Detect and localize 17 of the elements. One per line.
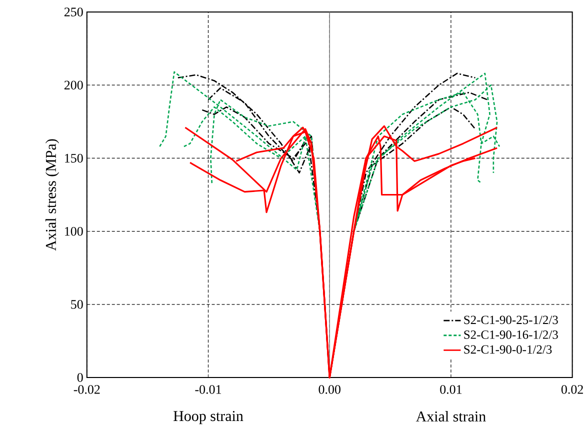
text: Axial strain xyxy=(416,410,486,422)
y-tick-label: 150 xyxy=(65,154,83,162)
y-axis-title: Axial stress (MPa) xyxy=(45,139,60,251)
x-tick-label: 0.00 xyxy=(318,384,340,394)
y-tick-label: 0 xyxy=(77,372,83,382)
x-tick-label: -0.02 xyxy=(74,384,100,394)
text: Hoop strain xyxy=(174,410,244,424)
legend-label: S2-C1-90-16-1/2/3 xyxy=(464,330,558,339)
y-tick-label: 100 xyxy=(65,226,83,236)
legend-label: S2-C1-90-25-1/2/3 xyxy=(464,315,558,324)
y-tick-label: 200 xyxy=(64,80,83,90)
y-tick-label: 50 xyxy=(71,300,83,309)
y-tick-label: 250 xyxy=(64,7,83,16)
x-tick-label: 0.02 xyxy=(561,384,583,394)
x-tick-label: 0.01 xyxy=(440,384,462,394)
legend-label: S2-C1-90-0-1/2/3 xyxy=(464,345,552,354)
x-tick-label: -0.01 xyxy=(195,384,221,394)
